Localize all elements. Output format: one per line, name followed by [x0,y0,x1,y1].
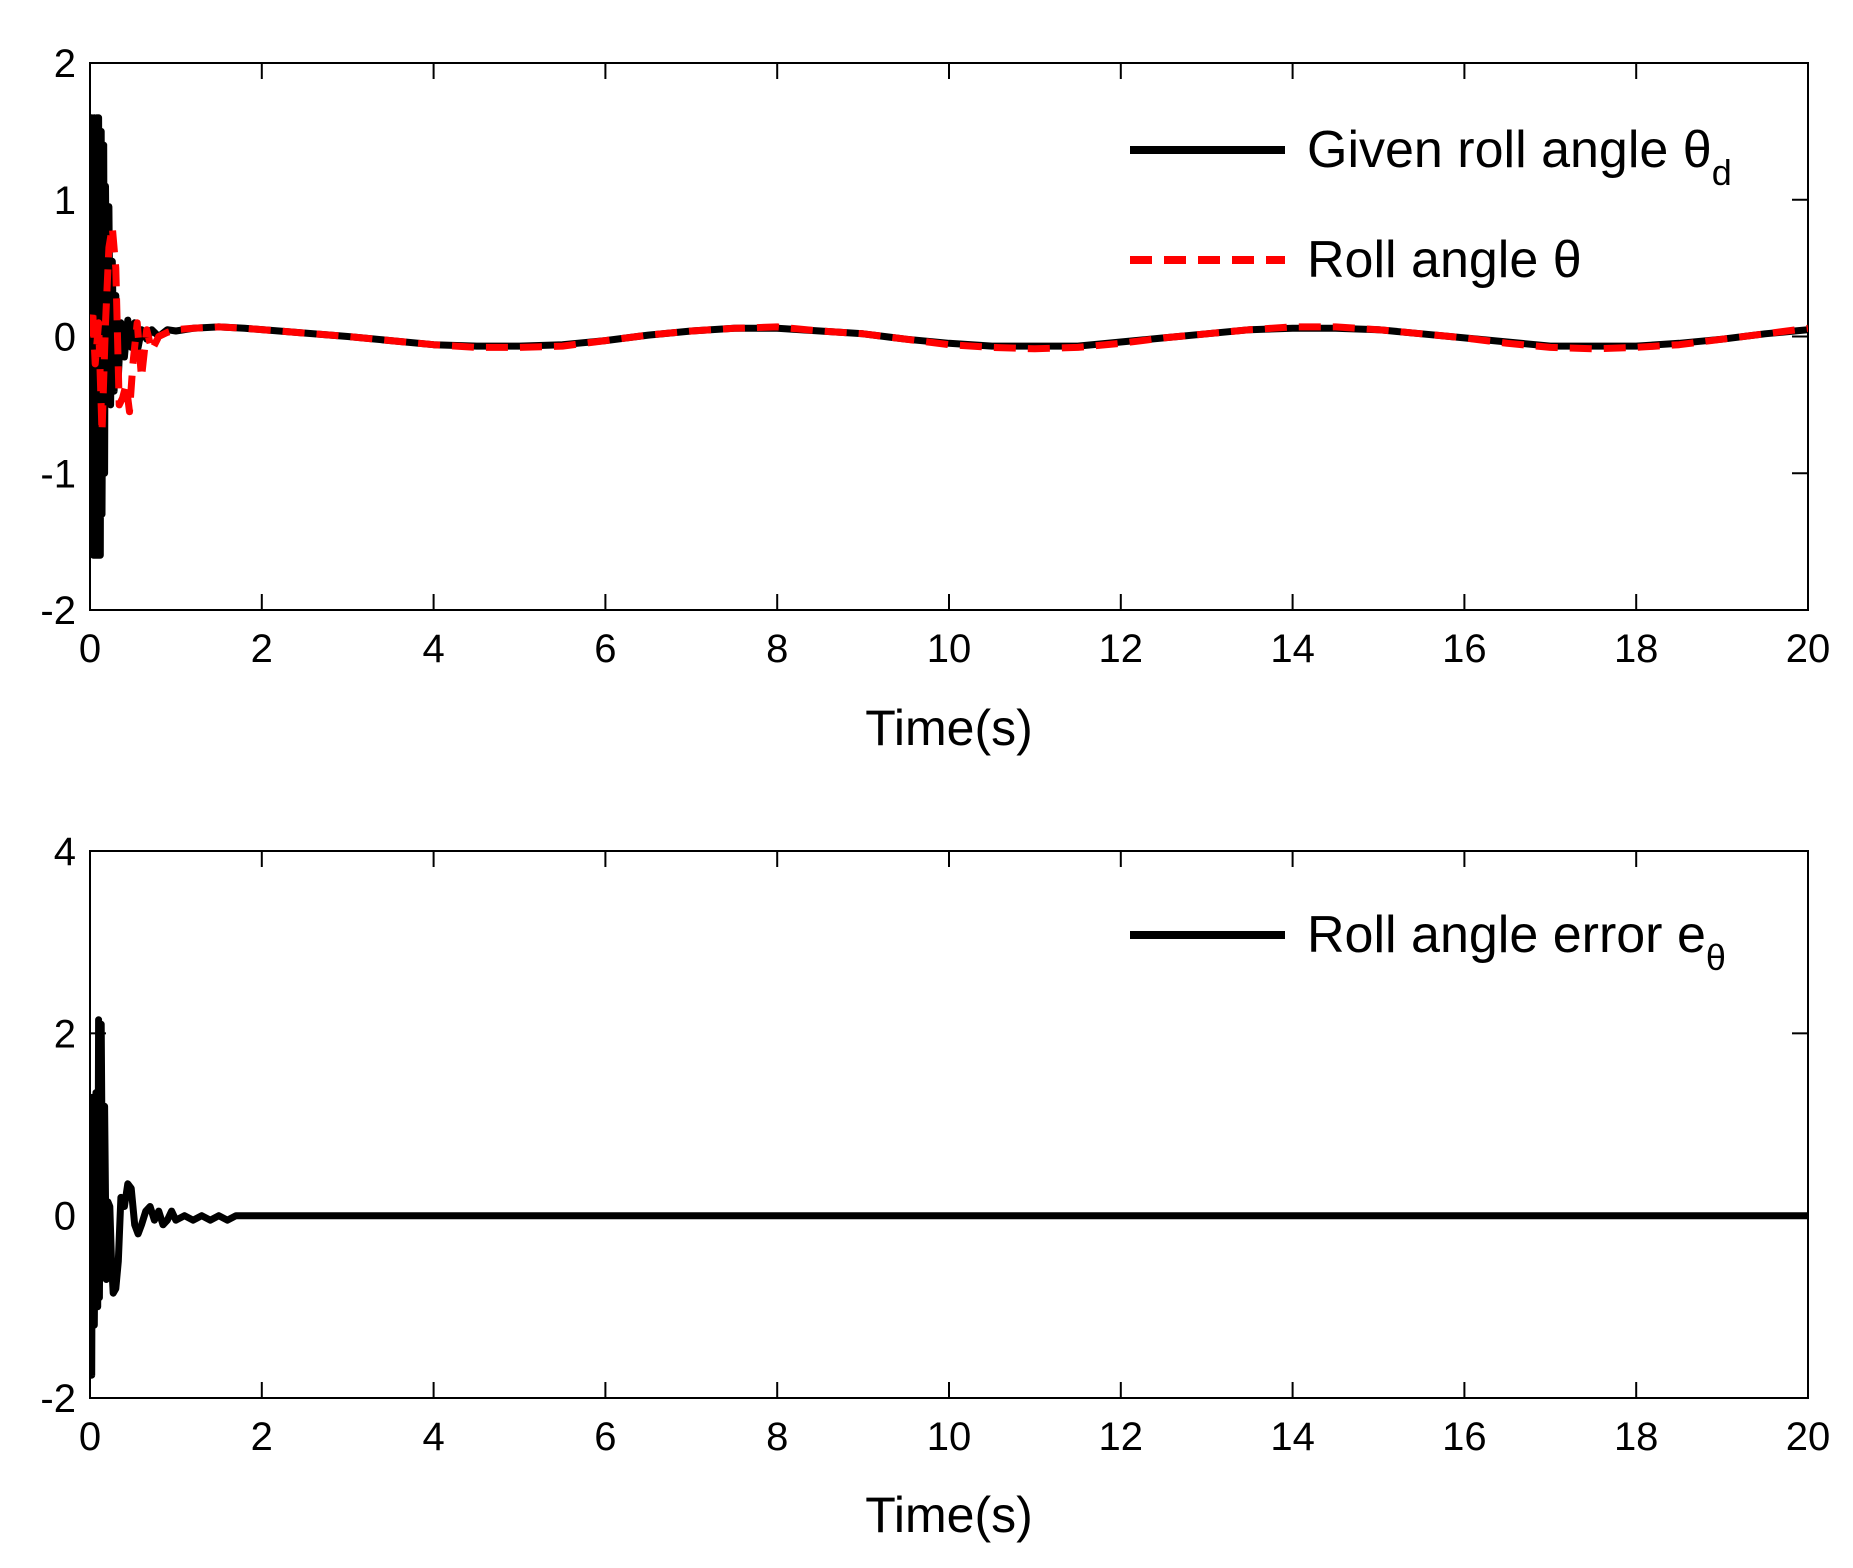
x-tick-label: 20 [1786,1415,1831,1459]
x-axis-title: Time(s) [865,1487,1033,1543]
y-tick-label: -2 [40,1377,76,1421]
x-tick-label: 18 [1614,627,1659,671]
y-tick-label: 4 [54,830,76,874]
x-tick-label: 14 [1270,1415,1315,1459]
x-tick-label: 16 [1442,1415,1487,1459]
x-tick-label: 20 [1786,627,1831,671]
legend-label-subscript: d [1712,152,1732,193]
y-tick-label: -1 [40,452,76,496]
x-tick-label: 10 [927,627,972,671]
x-tick-label: 10 [927,1415,972,1459]
x-tick-label: 16 [1442,627,1487,671]
legend-label-text: Roll angle error e [1307,906,1706,964]
x-tick-label: 6 [594,627,616,671]
legend-label-0: Roll angle error eθ [1307,906,1726,978]
x-tick-label: 6 [594,1415,616,1459]
y-tick-label: -2 [40,589,76,633]
y-tick-label: 1 [54,179,76,223]
legend-label-text: Given roll angle θ [1307,121,1712,179]
series-line-0 [90,114,1808,559]
y-tick-label: 2 [54,42,76,86]
x-tick-label: 0 [79,1415,101,1459]
series-line-1 [90,223,1808,436]
x-tick-label: 4 [422,1415,444,1459]
x-tick-label: 8 [766,1415,788,1459]
x-tick-label: 4 [422,627,444,671]
legend-label-text: Roll angle θ [1307,231,1582,289]
legend-label-subscript: θ [1706,937,1726,978]
y-tick-label: 0 [54,316,76,360]
y-tick-label: 0 [54,1195,76,1239]
series-line-0 [90,1016,1808,1379]
x-tick-label: 2 [251,627,273,671]
x-tick-label: 12 [1099,1415,1144,1459]
y-tick-label: 2 [54,1012,76,1056]
legend-label-0: Given roll angle θd [1307,121,1732,193]
x-tick-label: 2 [251,1415,273,1459]
legend-label-1: Roll angle θ [1307,231,1582,289]
x-tick-label: 18 [1614,1415,1659,1459]
x-tick-label: 14 [1270,627,1315,671]
x-axis-title: Time(s) [865,700,1033,756]
x-tick-label: 0 [79,627,101,671]
x-tick-label: 12 [1099,627,1144,671]
x-tick-label: 8 [766,627,788,671]
